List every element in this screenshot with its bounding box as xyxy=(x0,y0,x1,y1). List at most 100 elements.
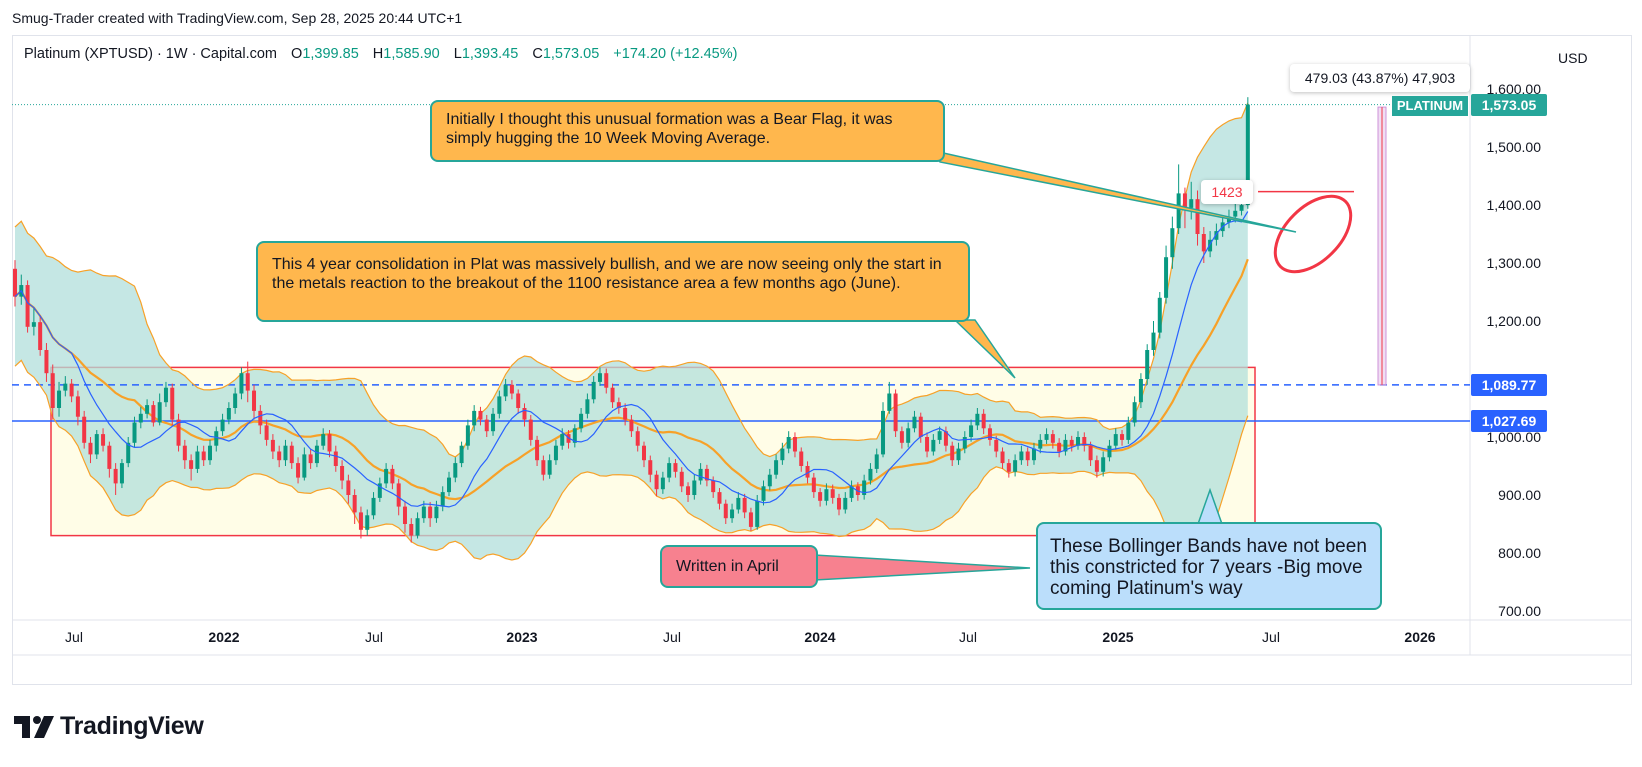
candle-body xyxy=(874,454,879,469)
x-tick-label: 2025 xyxy=(1102,629,1133,645)
candle-body xyxy=(13,268,17,297)
candle-body xyxy=(302,454,307,478)
written-text: Written in April xyxy=(676,558,779,575)
attribution-text: Smug-Trader created with TradingView.com… xyxy=(12,10,463,26)
candle-body xyxy=(1176,193,1181,229)
candle-body xyxy=(981,413,986,429)
y-tick-label: 1,000.00 xyxy=(1487,429,1542,445)
y-tick-label: 1,600.00 xyxy=(1487,81,1542,97)
candle-body xyxy=(409,524,414,536)
candle-body xyxy=(736,497,741,510)
candle-body xyxy=(579,413,584,429)
symbol-label[interactable]: Platinum (XPTUSD) · 1W · Capital.com xyxy=(24,46,277,62)
candle-body xyxy=(591,381,596,400)
y-tick-label: 900.00 xyxy=(1498,487,1541,503)
candle-body xyxy=(692,480,697,495)
candle-body xyxy=(384,468,389,484)
candle-body xyxy=(340,466,345,481)
candle-body xyxy=(1233,210,1238,217)
high-label: H xyxy=(372,46,384,62)
candle-body xyxy=(1138,379,1143,403)
candle-body xyxy=(333,451,338,466)
bollinger-text: These Bollinger Bands have not been this… xyxy=(1050,536,1367,599)
candle-body xyxy=(541,460,546,475)
candle-body xyxy=(962,437,967,449)
consolidation-callout[interactable]: This 4 year consolidation in Plat was ma… xyxy=(256,241,970,322)
flag-ellipse xyxy=(1273,194,1353,274)
candle-body xyxy=(1050,434,1055,443)
candle-body xyxy=(138,413,143,423)
candle-body xyxy=(535,439,540,461)
candle-body xyxy=(686,486,691,495)
candle-body xyxy=(610,387,615,403)
candle-body xyxy=(748,512,753,527)
written-callout[interactable]: Written in April xyxy=(660,545,818,588)
candle-body xyxy=(220,419,225,432)
candle-body xyxy=(780,448,785,461)
candle-body xyxy=(742,497,747,513)
candle-body xyxy=(264,425,269,440)
candle-body xyxy=(101,434,106,446)
candle-body xyxy=(931,439,936,452)
low-value: 1,393.45 xyxy=(461,46,519,62)
candle-body xyxy=(1126,422,1131,440)
candle-body xyxy=(478,410,483,420)
x-tick-label: Jul xyxy=(365,629,383,645)
candle-body xyxy=(491,413,496,432)
y-tick-label: 1,500.00 xyxy=(1487,139,1542,155)
last-price-tag: 1,573.05 xyxy=(1471,94,1547,116)
candle-body xyxy=(182,445,187,461)
candle-body xyxy=(57,390,62,408)
chart-frame xyxy=(12,35,1632,685)
candle-body xyxy=(245,373,250,391)
candle-body xyxy=(1006,463,1011,472)
candle-body xyxy=(201,451,206,461)
tradingview-wordmark: TradingView xyxy=(60,712,204,740)
candle-body xyxy=(94,434,99,455)
candle-body xyxy=(82,416,87,443)
candle-body xyxy=(956,448,961,461)
dashed-level-tag: 1,089.77 xyxy=(1471,374,1547,396)
candle-body xyxy=(799,451,804,466)
candle-body xyxy=(899,431,904,443)
candle-body xyxy=(277,451,282,461)
bollinger-callout[interactable]: These Bollinger Bands have not been this… xyxy=(1036,522,1382,610)
candle-body xyxy=(1076,437,1081,446)
candle-body xyxy=(195,451,200,469)
candle-body xyxy=(830,489,835,498)
x-tick-label: 2026 xyxy=(1404,629,1435,645)
candle-body xyxy=(906,428,911,443)
candle-body xyxy=(717,492,722,504)
bear-flag-text: Initially I thought this unusual formati… xyxy=(446,111,893,147)
candle-body xyxy=(912,416,917,429)
ohlc-legend: Platinum (XPTUSD) · 1W · Capital.com O 1,… xyxy=(24,46,737,62)
candle-body xyxy=(308,454,313,464)
candle-body xyxy=(1214,231,1219,240)
candle-body xyxy=(868,468,873,481)
bear-flag-callout[interactable]: Initially I thought this unusual formati… xyxy=(430,100,945,162)
written-pointer xyxy=(814,554,1031,581)
candle-body xyxy=(849,486,854,498)
candle-body xyxy=(321,434,326,446)
bollinger-lower xyxy=(14,359,1249,561)
candle-body xyxy=(1132,402,1137,423)
candle-body xyxy=(937,431,942,440)
candle-body xyxy=(207,445,212,461)
candle-body xyxy=(283,445,288,461)
tradingview-logo[interactable]: TradingView xyxy=(14,712,204,741)
open-label: O xyxy=(291,46,303,62)
candle-body xyxy=(346,480,351,495)
candle-body xyxy=(75,396,80,417)
candle-body xyxy=(553,445,558,461)
candle-body xyxy=(1094,460,1099,472)
candle-body xyxy=(1201,234,1206,252)
low-label: L xyxy=(453,46,462,62)
candle-body xyxy=(314,445,319,464)
candle-body xyxy=(434,506,439,519)
candle-body xyxy=(31,322,36,327)
currency-label[interactable]: USD xyxy=(1558,50,1588,66)
high-value: 1,585.90 xyxy=(383,46,440,62)
candle-body xyxy=(547,460,552,475)
candle-body xyxy=(597,373,602,382)
